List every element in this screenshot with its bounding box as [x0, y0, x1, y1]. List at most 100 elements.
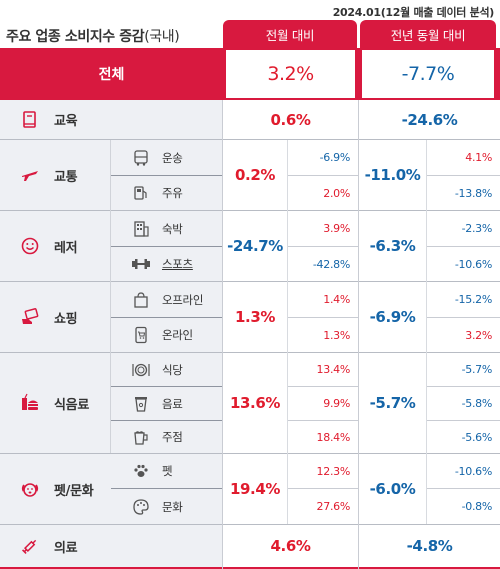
pet-yoy-value: -6.0%	[369, 480, 416, 498]
sub-transport-fuel: 주유	[130, 176, 222, 210]
sub-label: 펫	[162, 464, 173, 478]
page-title: 주요 업종 소비지수 증감(국내)	[6, 26, 180, 46]
education-yoy-value: -24.6%	[401, 110, 458, 129]
sub-label: 온라인	[162, 328, 193, 342]
sub-label: 식당	[162, 362, 183, 377]
shopping-yoy-value: -6.9%	[369, 308, 416, 326]
shopping-online-yoy: 3.2%	[465, 328, 492, 342]
mobile-cart-icon	[135, 326, 147, 344]
leisure-mom-value: -24.7%	[227, 237, 283, 255]
divider	[427, 488, 500, 489]
category-education: 교육	[20, 100, 120, 139]
divider	[288, 488, 358, 489]
sub-shopping-offline: 오프라인	[130, 282, 222, 317]
shopping-offline-mom: 1.4%	[323, 293, 350, 306]
transport-yoy-value: -11.0%	[364, 166, 421, 184]
shopping-online-mom: 1.3%	[323, 328, 350, 342]
divider	[0, 352, 500, 353]
transport-fuel-mom: 2.0%	[323, 186, 350, 200]
total-label: 전체	[98, 67, 125, 83]
category-label: 펫/문화	[54, 483, 94, 499]
sub-leisure-lodging: 숙박	[130, 211, 222, 246]
divider	[427, 386, 500, 387]
pet-mom: 12.3%	[316, 464, 351, 478]
divider	[427, 420, 500, 421]
category-label: 교통	[54, 169, 78, 185]
divider	[111, 317, 222, 318]
category-transport: 교통	[20, 140, 110, 210]
divider	[110, 140, 111, 453]
category-food: 식음료	[20, 353, 110, 453]
beer-icon	[134, 431, 148, 445]
culture-yoy: -0.8%	[461, 500, 493, 513]
shopping-offline-yoy: -15.2%	[454, 293, 492, 306]
total-yoy-value: -7.7%	[362, 50, 494, 98]
sub-label: 운송	[162, 150, 183, 165]
food-mom-value: 13.6%	[229, 394, 281, 412]
food-beverage-mom: 9.9%	[323, 397, 350, 410]
food-pub-mom: 18.4%	[316, 430, 351, 444]
divider	[288, 420, 358, 421]
card-hand-icon	[22, 308, 39, 324]
divider	[427, 317, 500, 318]
divider	[111, 488, 222, 489]
sub-leisure-sports: 스포츠	[130, 247, 222, 281]
total-mom-value: 3.2%	[226, 50, 355, 98]
column-header-mom: 전월 대비	[223, 20, 357, 48]
divider	[288, 246, 358, 247]
dog-icon	[21, 483, 39, 497]
divider	[111, 420, 222, 421]
coffee-cup-icon	[135, 396, 147, 412]
sub-shopping-online: 온라인	[130, 318, 222, 352]
bottom-border	[0, 567, 500, 569]
category-medical: 의료	[20, 525, 120, 567]
sub-food-restaurant: 식당	[130, 353, 222, 386]
burger-drink-icon	[22, 393, 38, 410]
title-text: 주요 업종 소비지수 증감	[6, 29, 145, 45]
divider	[427, 175, 500, 176]
sub-label: 숙박	[162, 221, 183, 236]
divider	[0, 210, 500, 211]
category-shopping: 쇼핑	[20, 282, 110, 352]
sub-culture: 문화	[130, 489, 222, 524]
transport-shipping-mom: -6.9%	[319, 151, 351, 164]
category-label: 의료	[54, 540, 78, 556]
sub-label: 오프라인	[162, 292, 204, 307]
sub-label: 주유	[162, 186, 183, 200]
divider	[358, 100, 359, 569]
food-pub-yoy: -5.6%	[461, 430, 493, 444]
sub-pet: 펫	[130, 454, 222, 488]
bus-icon	[134, 149, 148, 166]
divider	[111, 175, 222, 176]
divider	[0, 524, 500, 525]
column-header-yoy: 전년 동월 대비	[360, 20, 496, 48]
category-pet-culture: 펫/문화	[20, 454, 110, 524]
syringe-icon	[22, 539, 37, 554]
sub-food-beverage: 음료	[130, 387, 222, 420]
shopping-mom-value: 1.3%	[234, 308, 275, 326]
paw-icon	[134, 464, 148, 477]
divider	[0, 453, 500, 454]
divider	[426, 140, 427, 524]
airplane-icon	[22, 171, 38, 181]
education-mom-value: 0.6%	[270, 110, 311, 129]
food-yoy-value: -5.7%	[369, 394, 416, 412]
shopping-bag-icon	[134, 291, 148, 308]
sub-label: 문화	[162, 499, 183, 514]
transport-mom-value: 0.2%	[234, 166, 275, 184]
divider	[0, 139, 500, 140]
food-beverage-yoy: -5.8%	[461, 397, 493, 410]
leisure-lodging-mom: 3.9%	[323, 222, 350, 235]
food-restaurant-mom: 13.4%	[316, 363, 351, 376]
leisure-lodging-yoy: -2.3%	[461, 222, 493, 235]
category-label: 식음료	[54, 397, 89, 413]
food-restaurant-yoy: -5.7%	[461, 363, 493, 376]
category-label: 교육	[54, 114, 78, 129]
pet-yoy: -10.6%	[454, 464, 492, 478]
building-icon	[134, 220, 149, 237]
pet-mom-value: 19.4%	[229, 480, 281, 498]
title-sub: (국내)	[144, 29, 180, 45]
leisure-sports-mom: -42.8%	[312, 257, 350, 271]
divider	[222, 100, 223, 569]
divider	[288, 175, 358, 176]
